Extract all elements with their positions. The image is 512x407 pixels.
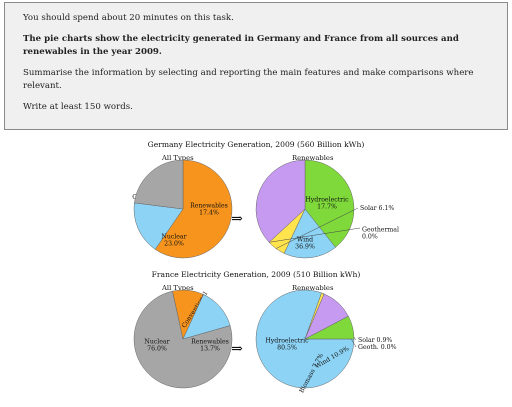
pie-charts-figure: Germany Electricity Generation, 2009 (56… — [132, 140, 399, 394]
slice-label: Hydroelectric 17.7% — [305, 196, 349, 210]
task-word-count: Write at least 150 words. — [23, 102, 133, 112]
pie-slice — [134, 159, 184, 210]
slice-label: Hydroelectric 80.5% — [265, 337, 309, 351]
task-prompt: The pie charts show the electricity gene… — [23, 34, 459, 57]
pie-slice — [304, 159, 355, 248]
leader-line — [269, 227, 361, 243]
slice-label: Geothermal 0.0% — [362, 226, 399, 240]
germany-all-types-subtitle: All Types — [161, 154, 194, 162]
france-chart-title: France Electricity Generation, 2009 (510… — [152, 270, 361, 279]
pie-slice — [255, 159, 306, 243]
leader-line — [275, 207, 359, 249]
pie-slice — [182, 294, 231, 340]
pie-slice — [304, 315, 355, 340]
pie-slice — [154, 159, 233, 259]
pie-chart-3: Hydroelectric 80.5%Solar 0.9%Geoth. 0.0%W… — [255, 289, 397, 394]
france-renewables-subtitle: Renewables — [292, 284, 334, 292]
task-time-note: You should spend about 20 minutes on thi… — [23, 13, 234, 23]
germany-chart-title: Germany Electricity Generation, 2009 (56… — [148, 140, 365, 149]
slice-label: Nuclear 23.0% — [161, 233, 186, 247]
slice-label: Nuclear 76.0% — [144, 338, 169, 352]
slice-label: Geoth. 0.0% — [358, 344, 397, 351]
pie-slice — [133, 202, 184, 250]
task-box: You should spend about 20 minutes on thi… — [4, 2, 508, 130]
pie-slice — [283, 208, 336, 259]
task-instruction: Summarise the information by selecting a… — [23, 68, 474, 91]
slice-label: Solar 6.1% — [360, 205, 394, 212]
france-arrow-icon: ⇒ — [231, 341, 243, 357]
slice-label: Renewables 17.4% — [190, 202, 228, 216]
pie-slice — [255, 289, 355, 389]
germany-arrow-icon: ⇒ — [231, 211, 243, 227]
pie-chart-0: ConventionalThermal59.6%Renewables17.4%N… — [132, 159, 233, 259]
slice-label: Solar 0.9% — [358, 337, 392, 344]
pie-chart-2: Nuclear76.0%ConventionalThermal10.3%Rene… — [133, 289, 233, 389]
slice-label: Wind 36.9% — [295, 236, 315, 250]
germany-renewables-subtitle: Renewables — [292, 154, 334, 162]
slice-label: Renewables 13.7% — [191, 338, 229, 352]
france-all-types-subtitle: All Types — [161, 284, 194, 292]
